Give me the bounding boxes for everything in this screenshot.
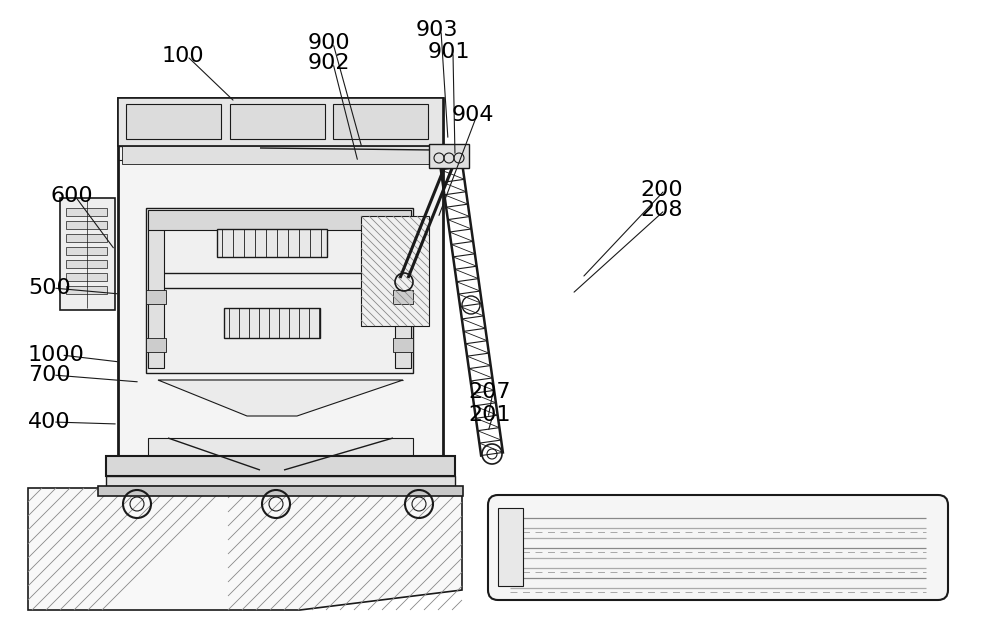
Bar [393,338,413,352]
Bar [106,476,455,486]
Bar [429,144,469,168]
Bar [118,98,443,484]
Bar [122,146,439,164]
Text: 100: 100 [162,46,205,66]
Polygon shape [158,380,403,416]
Text: 900: 900 [308,33,351,53]
Bar [393,290,413,304]
Bar [126,104,221,139]
Bar [66,208,107,216]
Text: 500: 500 [28,278,71,298]
Bar [118,98,443,146]
Bar [224,308,320,338]
Text: 904: 904 [452,105,494,125]
Text: 901: 901 [428,42,471,62]
Text: 207: 207 [468,382,511,402]
Bar [148,210,411,230]
Text: 700: 700 [28,365,71,385]
Bar [66,221,107,229]
Text: 903: 903 [416,20,458,40]
Bar [66,260,107,268]
Text: 1000: 1000 [28,345,85,365]
Bar [230,104,325,139]
Bar [66,273,107,281]
Bar [217,229,327,257]
Bar [146,208,413,373]
Bar [395,213,411,368]
Text: 208: 208 [640,200,682,220]
Bar [361,216,429,326]
Bar [146,290,166,304]
Bar [60,198,115,310]
Text: 902: 902 [308,53,351,73]
Bar [146,338,166,352]
Bar [498,508,523,586]
Bar [98,486,463,496]
Bar [66,234,107,242]
Bar [66,286,107,294]
Bar [148,438,413,470]
Bar [148,213,164,368]
Bar [333,104,428,139]
Polygon shape [28,488,462,610]
Text: 200: 200 [640,180,683,200]
Bar [66,247,107,255]
Bar [106,456,455,476]
FancyBboxPatch shape [488,495,948,600]
Text: 600: 600 [50,186,93,206]
Bar [361,216,429,326]
Text: 400: 400 [28,412,71,432]
Text: 201: 201 [468,405,511,425]
